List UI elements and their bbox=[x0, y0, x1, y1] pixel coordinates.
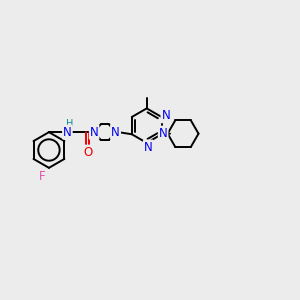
Text: H: H bbox=[66, 119, 74, 129]
Text: F: F bbox=[39, 170, 46, 183]
Text: N: N bbox=[63, 126, 72, 139]
Text: N: N bbox=[161, 109, 170, 122]
Text: O: O bbox=[83, 146, 92, 159]
Text: N: N bbox=[144, 140, 153, 154]
Text: N: N bbox=[159, 127, 167, 140]
Text: N: N bbox=[111, 126, 120, 139]
Text: N: N bbox=[111, 126, 120, 139]
Text: N: N bbox=[90, 126, 98, 139]
